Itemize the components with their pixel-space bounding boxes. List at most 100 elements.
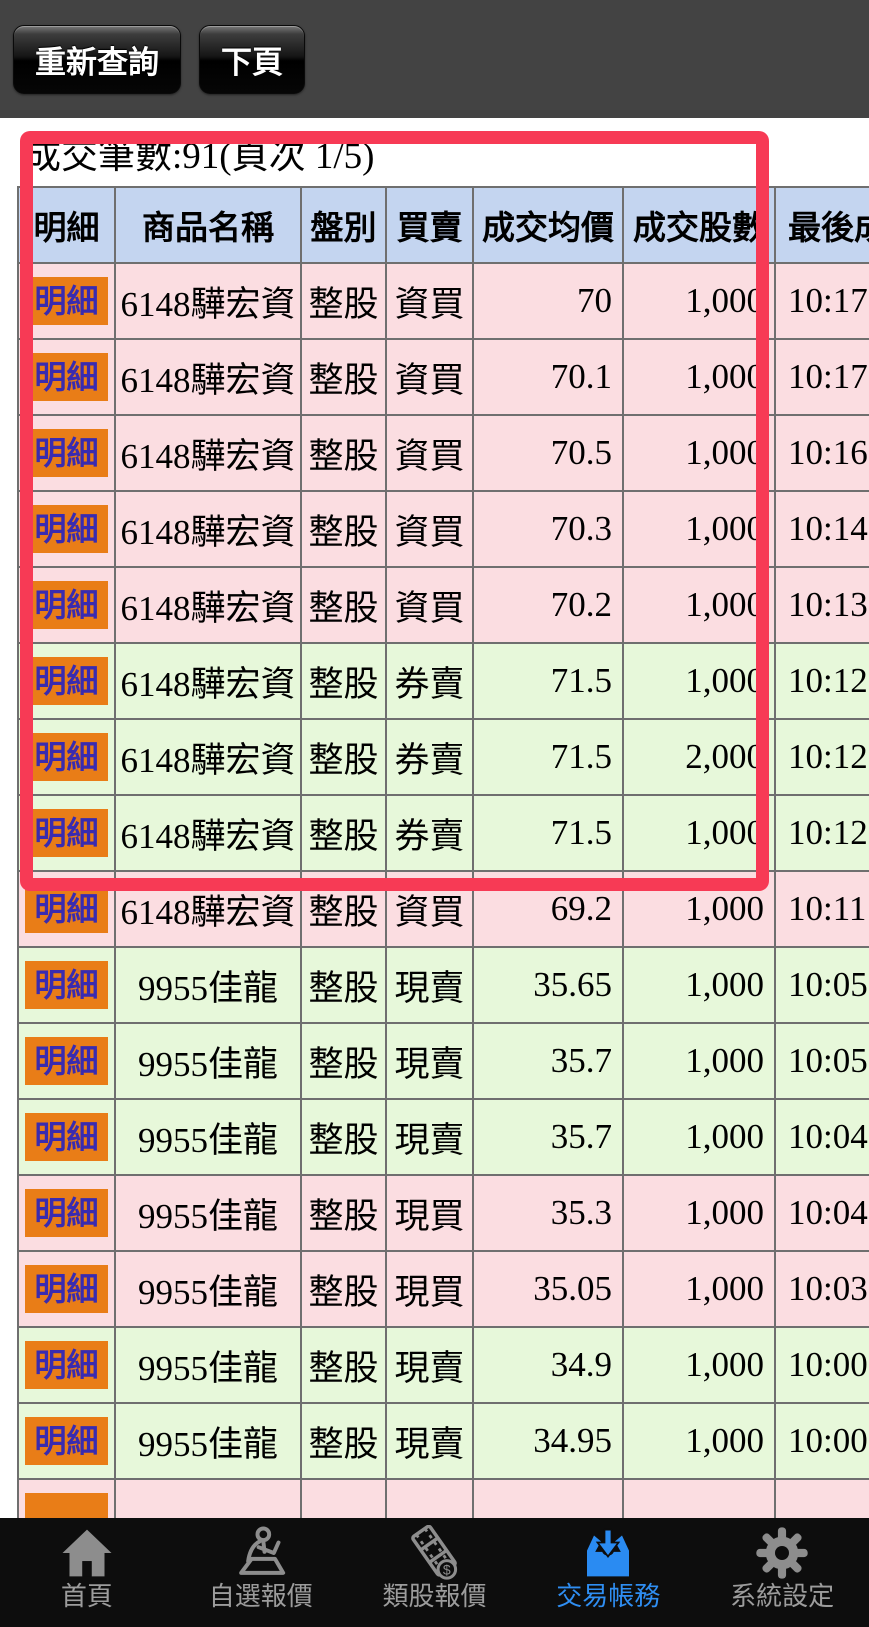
detail-button[interactable]: 明細 — [25, 353, 108, 401]
session-type: 整股 — [300, 1098, 387, 1176]
last-trade-time: 10:12 — [774, 718, 869, 796]
avg-price: 71.5 — [472, 718, 624, 796]
trade-side: 資買 — [385, 490, 474, 568]
detail-button[interactable]: 明細 — [25, 733, 108, 781]
stock-name: 6148驊宏資 — [114, 642, 302, 720]
share-count: 1,000 — [622, 1402, 776, 1480]
avg-price: 70.1 — [472, 338, 624, 416]
share-count: 1,000 — [622, 1250, 776, 1328]
session-type: 整股 — [300, 566, 387, 644]
table-row: 明細 6148驊宏資 整股 資買 70 1,000 10:17 — [17, 262, 869, 340]
detail-button[interactable]: 明細 — [25, 429, 108, 477]
stock-name: 9955佳龍 — [114, 946, 302, 1024]
detail-button[interactable]: 明細 — [25, 961, 108, 1009]
session-type: 整股 — [300, 490, 387, 568]
nav-item-settings[interactable]: 系統設定 — [695, 1518, 869, 1627]
share-count: 1,000 — [622, 1098, 776, 1176]
avg-price: 70.5 — [472, 414, 624, 492]
session-type: 整股 — [300, 1174, 387, 1252]
avg-price: 71.5 — [472, 794, 624, 872]
trading-account-icon — [587, 1528, 630, 1577]
nav-item-sector-quotes[interactable]: $ 類股報價 — [348, 1518, 522, 1627]
detail-button[interactable]: 明細 — [25, 1037, 108, 1085]
header-product-name: 商品名稱 — [114, 186, 302, 264]
header-avg-price: 成交均價 — [472, 186, 624, 264]
session-type: 整股 — [300, 642, 387, 720]
stock-name: 6148驊宏資 — [114, 718, 302, 796]
trade-side: 現賣 — [385, 1022, 474, 1100]
share-count: 1,000 — [622, 1022, 776, 1100]
detail-button[interactable]: 明細 — [25, 885, 108, 933]
share-count: 1,000 — [622, 642, 776, 720]
nav-label: 系統設定 — [730, 1581, 835, 1611]
share-count: 1,000 — [622, 870, 776, 948]
trade-side: 資買 — [385, 338, 474, 416]
table-row: 明細 6148驊宏資 整股 資買 70.2 1,000 10:13 — [17, 566, 869, 644]
trade-side: 現買 — [385, 1250, 474, 1328]
detail-button[interactable]: 明細 — [25, 505, 108, 553]
session-type: 整股 — [300, 1022, 387, 1100]
trade-side: 資買 — [385, 414, 474, 492]
session-type: 整股 — [300, 718, 387, 796]
table-row: 明細 6148驊宏資 整股 資買 70.1 1,000 10:17 — [17, 338, 869, 416]
trade-side: 資買 — [385, 566, 474, 644]
last-trade-time: 10:17 — [774, 338, 869, 416]
detail-button[interactable]: 明細 — [25, 1341, 108, 1389]
stock-name: 6148驊宏資 — [114, 262, 302, 340]
watchlist-quotes-icon — [238, 1526, 285, 1575]
last-trade-time: 10:16 — [774, 414, 869, 492]
nav-item-trading-account[interactable]: 交易帳務 — [521, 1518, 695, 1627]
last-trade-time: 10:12 — [774, 642, 869, 720]
next-page-button[interactable]: 下頁 — [199, 24, 305, 94]
table-row: 明細 9955佳龍 整股 現賣 34.95 1,000 10:00 — [17, 1402, 869, 1480]
share-count: 1,000 — [622, 1174, 776, 1252]
table-header-row: 明細 商品名稱 盤別 買賣 成交均價 成交股數 最後成 — [17, 186, 869, 264]
session-type: 整股 — [300, 946, 387, 1024]
avg-price: 35.7 — [472, 1022, 624, 1100]
detail-button[interactable]: 明細 — [25, 657, 108, 705]
table-row: 明細 9955佳龍 整股 現賣 35.7 1,000 10:04 — [17, 1098, 869, 1176]
session-type: 整股 — [300, 1402, 387, 1480]
trade-side: 現賣 — [385, 1402, 474, 1480]
trade-side: 券賣 — [385, 642, 474, 720]
table-row: 明細 9955佳龍 整股 現買 35.05 1,000 10:03 — [17, 1250, 869, 1328]
stock-name: 6148驊宏資 — [114, 490, 302, 568]
last-trade-time: 10:04 — [774, 1098, 869, 1176]
trade-side: 資買 — [385, 262, 474, 340]
sector-quotes-icon: $ — [411, 1525, 458, 1580]
transactions-table: 明細 商品名稱 盤別 買賣 成交均價 成交股數 最後成 明細 6148驊宏資 整… — [17, 186, 869, 1556]
share-count: 2,000 — [622, 718, 776, 796]
detail-button[interactable]: 明細 — [25, 1189, 108, 1237]
table-row: 明細 9955佳龍 整股 現賣 34.9 1,000 10:00 — [17, 1326, 869, 1404]
detail-button[interactable]: 明細 — [25, 581, 108, 629]
avg-price: 71.5 — [472, 642, 624, 720]
settings-icon — [756, 1527, 808, 1579]
detail-button[interactable]: 明細 — [25, 1113, 108, 1161]
last-trade-time: 10:17 — [774, 262, 869, 340]
share-count: 1,000 — [622, 794, 776, 872]
last-trade-time: 10:13 — [774, 566, 869, 644]
avg-price: 70 — [472, 262, 624, 340]
table-row: 明細 9955佳龍 整股 現賣 35.65 1,000 10:05 — [17, 946, 869, 1024]
stock-name: 9955佳龍 — [114, 1098, 302, 1176]
header-side: 買賣 — [385, 186, 474, 264]
bottom-nav: 首頁 自選報價 — [0, 1518, 869, 1627]
stock-name: 9955佳龍 — [114, 1402, 302, 1480]
detail-button[interactable]: 明細 — [25, 1417, 108, 1465]
trade-side: 現賣 — [385, 1326, 474, 1404]
detail-button[interactable]: 明細 — [25, 809, 108, 857]
trade-side: 資買 — [385, 870, 474, 948]
avg-price: 35.3 — [472, 1174, 624, 1252]
nav-item-watchlist-quotes[interactable]: 自選報價 — [174, 1518, 348, 1627]
detail-button[interactable]: 明細 — [25, 1265, 108, 1313]
nav-label: 首頁 — [60, 1581, 113, 1611]
nav-item-home[interactable]: 首頁 — [0, 1518, 174, 1627]
last-trade-time: 10:00 — [774, 1326, 869, 1404]
requery-button[interactable]: 重新查詢 — [13, 24, 181, 94]
share-count: 1,000 — [622, 338, 776, 416]
share-count: 1,000 — [622, 414, 776, 492]
detail-button[interactable]: 明細 — [25, 277, 108, 325]
trade-side: 現賣 — [385, 946, 474, 1024]
table-row: 明細 6148驊宏資 整股 券賣 71.5 1,000 10:12 — [17, 794, 869, 872]
